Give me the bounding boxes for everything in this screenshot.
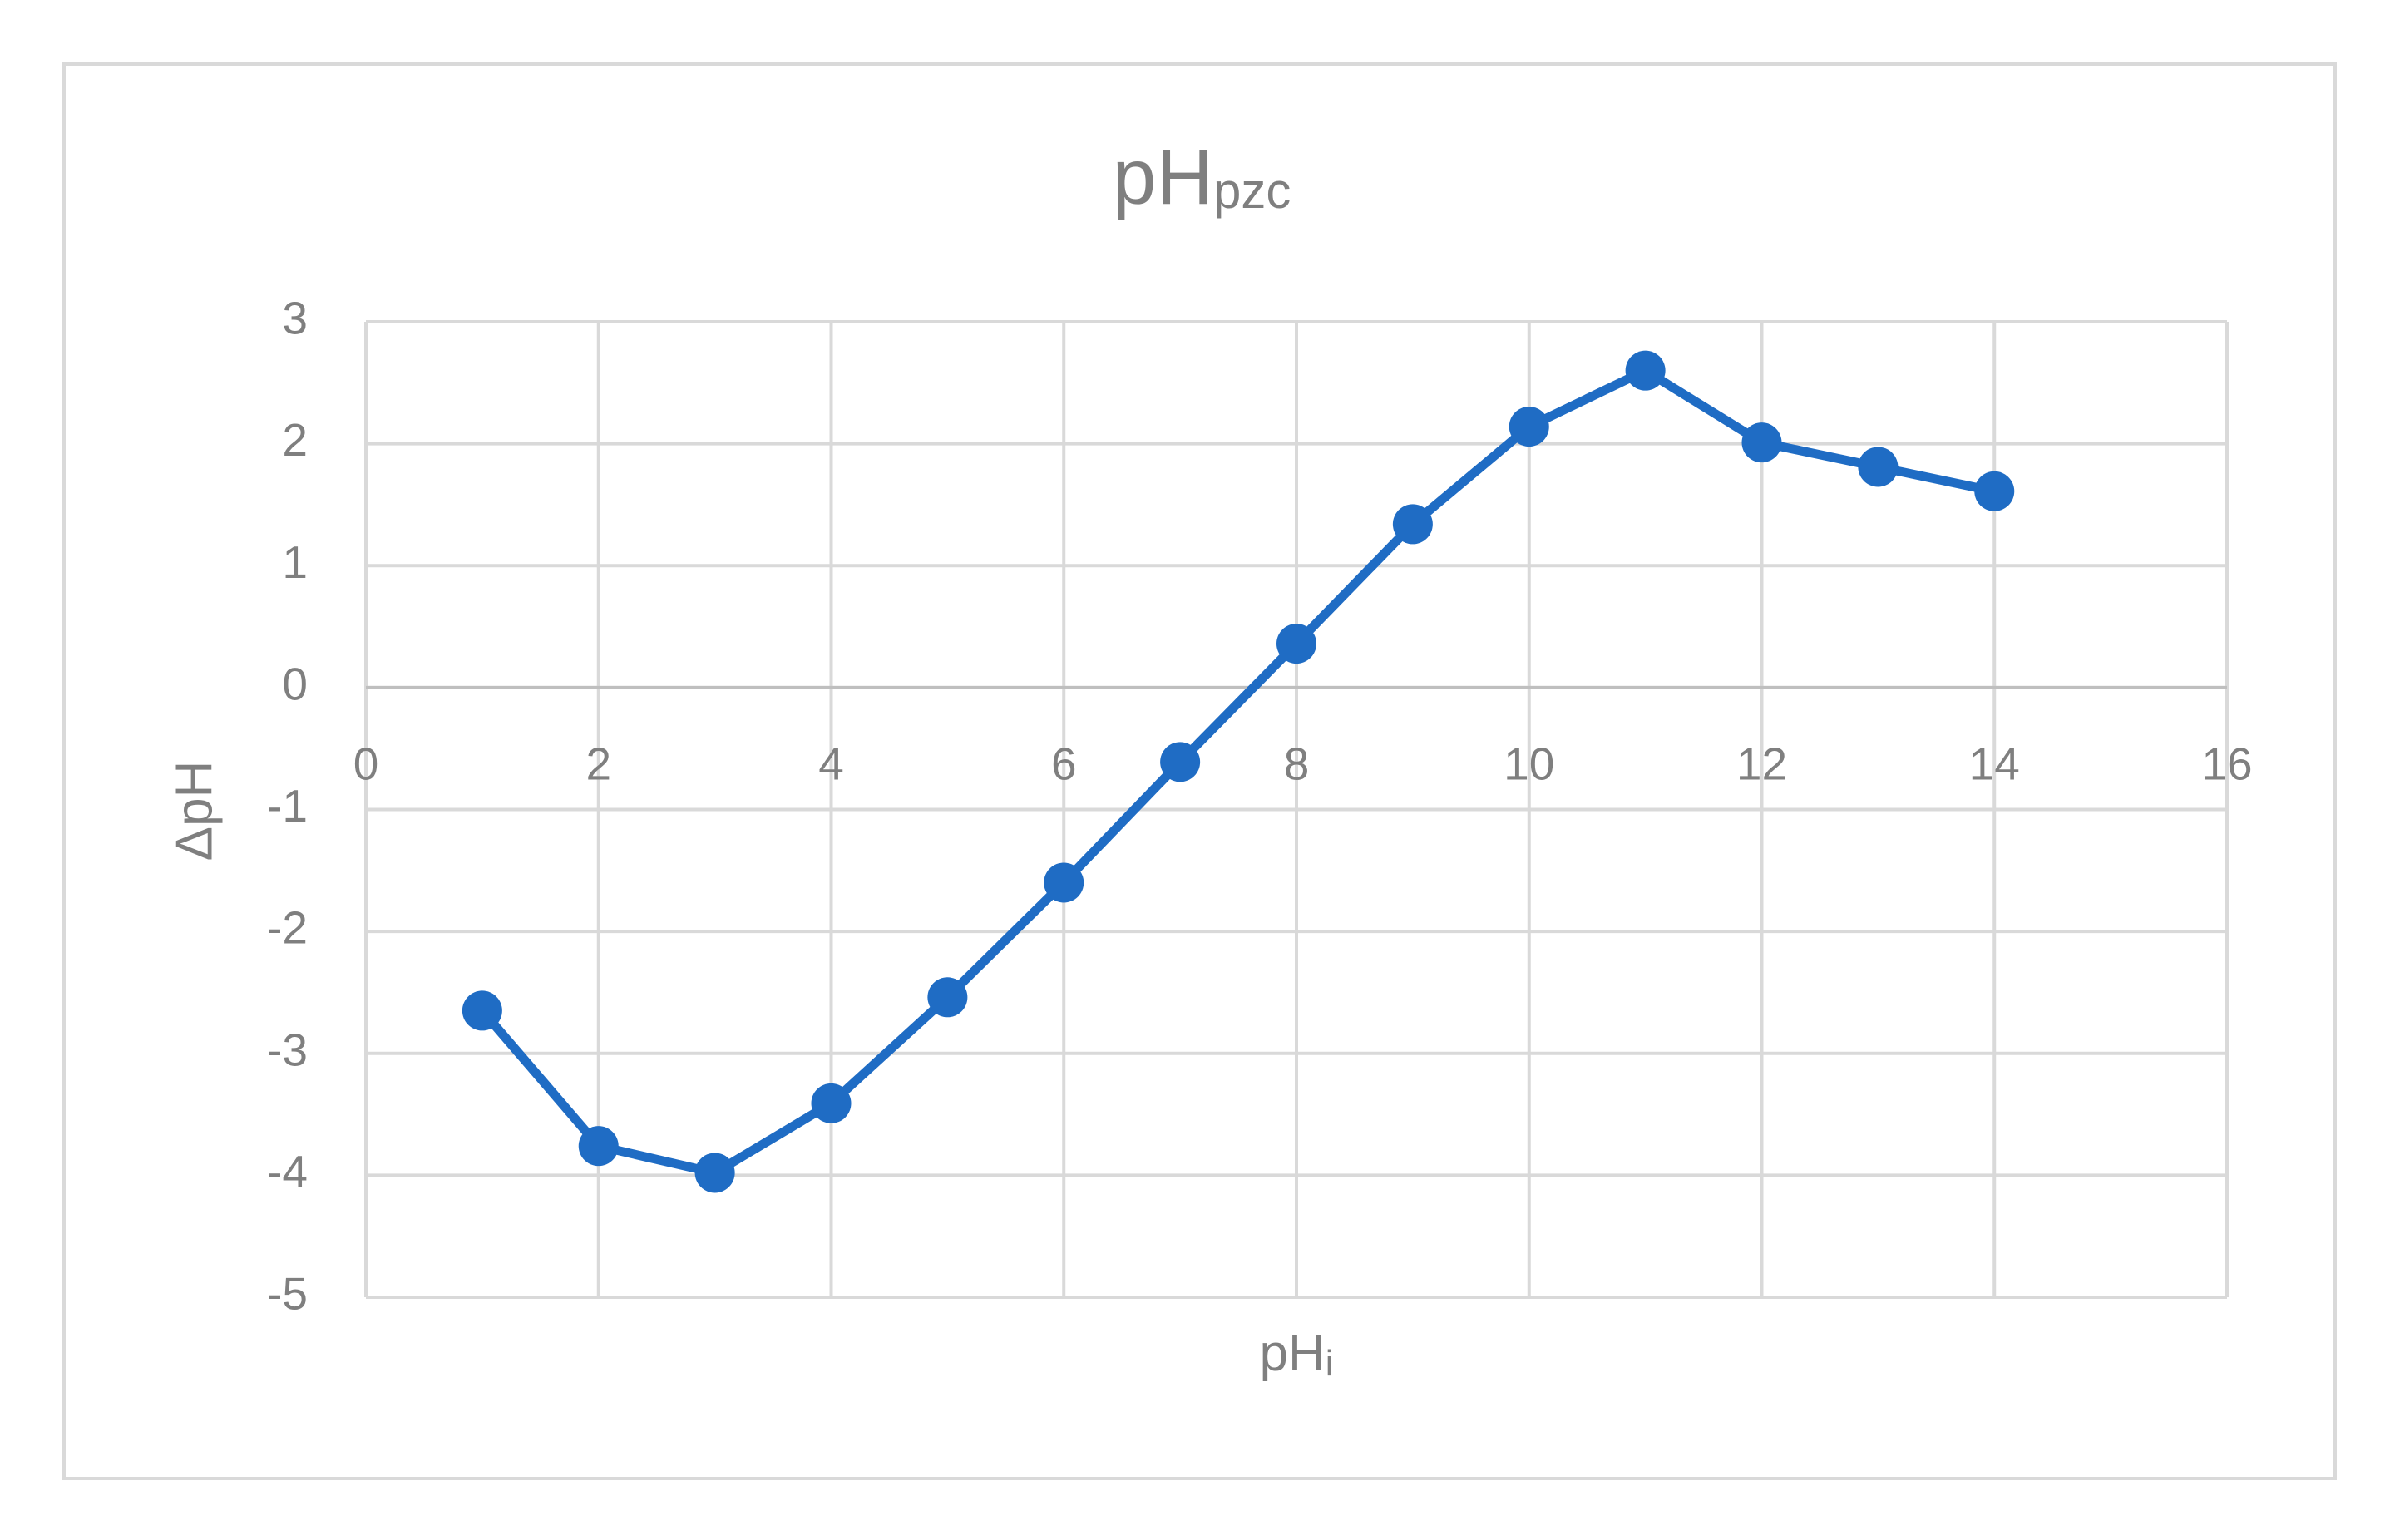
y-tick-label: -4: [267, 1146, 308, 1197]
data-point: [1044, 862, 1084, 903]
data-point: [1625, 350, 1666, 391]
data-point: [1160, 742, 1201, 782]
data-point: [1509, 407, 1549, 447]
data-point: [1741, 422, 1782, 463]
y-tick-label: -3: [267, 1024, 308, 1075]
x-tick-label: 6: [1051, 738, 1077, 789]
data-point: [1974, 471, 2015, 511]
data-point: [811, 1083, 852, 1123]
x-tick-label: 8: [1284, 738, 1310, 789]
y-tick-label: 0: [282, 658, 308, 709]
plot: [462, 350, 2015, 1193]
data-point: [694, 1153, 735, 1193]
x-tick-label: 16: [2201, 738, 2252, 789]
x-axis-title-main: pH: [1259, 1325, 1325, 1382]
y-axis-title: ΔpH: [165, 761, 223, 861]
chart-border: [62, 62, 2337, 1480]
y-tick-label: -5: [267, 1268, 308, 1320]
data-point: [462, 990, 502, 1031]
x-axis-title: pHi: [1259, 1325, 1333, 1383]
y-tick-label: -2: [267, 902, 308, 954]
chart-title-main: pH: [1113, 133, 1213, 221]
data-point: [1276, 624, 1316, 664]
data-point: [578, 1126, 619, 1167]
data-point: [1392, 504, 1433, 545]
chart-title-subscript: pzc: [1213, 163, 1291, 219]
y-tick-label: 3: [282, 293, 308, 344]
series-line: [478, 366, 1996, 1177]
x-tick-label: 2: [585, 738, 611, 789]
x-tick-label: 14: [1969, 738, 2020, 789]
data-point: [927, 977, 968, 1018]
x-tick-label: 12: [1736, 738, 1787, 789]
x-tick-label: 10: [1504, 738, 1554, 789]
y-tick-label: 2: [282, 414, 308, 466]
x-tick-label: 4: [818, 738, 844, 789]
x-axis-title-subscript: i: [1326, 1343, 1334, 1384]
data-point: [1858, 447, 1899, 487]
x-tick-label: 0: [353, 738, 379, 789]
y-tick-label: 1: [282, 536, 308, 588]
chart-title: pHpzc: [1113, 133, 1291, 221]
y-tick-label: -1: [267, 780, 308, 832]
